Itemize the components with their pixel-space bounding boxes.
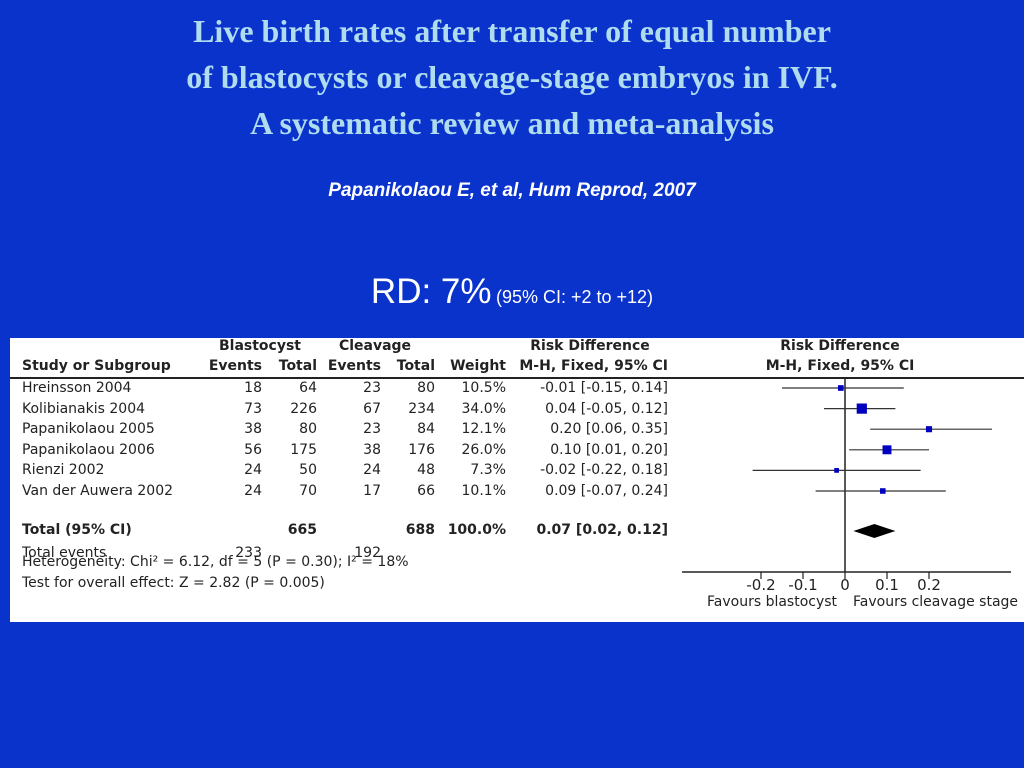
blastocyst-events-cell: 38: [244, 421, 262, 438]
study-name-cell: Papanikolaou 2005: [22, 421, 155, 438]
cleavage-total-cell: 48: [417, 462, 435, 479]
forest-plot: -0.2 -0.1 0 0.1 0.2: [682, 378, 1011, 594]
rd-ci: (95% CI: +2 to +12): [495, 287, 654, 307]
risk-difference-ci-cell: 0.09 [-0.07, 0.24]: [545, 483, 668, 499]
blastocyst-events-cell: 56: [244, 441, 262, 458]
column-header-cleavage-events: Events: [327, 358, 381, 374]
study-marker: [837, 385, 844, 391]
risk-difference-ci-cell: -0.02 [-0.22, 0.18]: [540, 462, 668, 479]
blastocyst-events-cell: 73: [244, 400, 262, 417]
x-tick-label: 0.2: [917, 576, 941, 594]
risk-difference-ci-cell: 0.20 [0.06, 0.35]: [550, 421, 668, 438]
weight-cell: 7.3%: [470, 462, 506, 479]
total-weight: 100.0%: [447, 522, 506, 538]
cleavage-total-cell: 84: [417, 421, 435, 438]
total-blastocyst-total: 665: [287, 522, 317, 538]
study-marker: [880, 488, 886, 494]
rd-value: RD: 7%: [370, 272, 492, 311]
total-study-name: Total (95% CI): [22, 522, 132, 538]
header-divider: [10, 377, 1024, 379]
cleavage-events-cell: 17: [363, 483, 381, 499]
pooled-diamond: [853, 524, 896, 538]
total-events-cleavage-events: 192: [354, 545, 381, 561]
blastocyst-events-cell: 24: [244, 483, 262, 499]
study-marker: [834, 468, 839, 473]
slide-title: Live birth rates after transfer of equal…: [0, 8, 1024, 146]
x-tick-label: -0.1: [788, 576, 817, 594]
title-line-2: of blastocysts or cleavage-stage embryos…: [186, 59, 838, 95]
column-header-blastocyst-total: Total: [278, 358, 317, 374]
x-tick-label: 0: [840, 576, 850, 594]
column-header-study-name: Study or Subgroup: [22, 358, 171, 374]
risk-difference-ci-cell: -0.01 [-0.15, 0.14]: [540, 380, 668, 396]
total-risk-difference-ci: 0.07 [0.02, 0.12]: [536, 522, 669, 538]
total-events-blastocyst-events: 233: [235, 545, 262, 561]
cleavage-events-cell: 23: [363, 421, 381, 438]
favours-blastocyst-label: Favours blastocyst: [707, 594, 838, 610]
blastocyst-events-cell: 24: [244, 462, 262, 479]
header-risk-difference: Risk Difference: [530, 338, 650, 354]
risk-difference-ci-cell: 0.10 [0.01, 0.20]: [550, 441, 668, 458]
header-blastocyst: Blastocyst: [218, 338, 301, 354]
weight-cell: 34.0%: [461, 400, 506, 417]
study-marker: [882, 445, 892, 455]
overall-effect-text: Test for overall effect: Z = 2.82 (P = 0…: [22, 575, 325, 591]
weight-cell: 12.1%: [461, 421, 506, 438]
favours-cleavage-label: Favours cleavage stage: [853, 594, 1019, 610]
title-line-1: Live birth rates after transfer of equal…: [193, 13, 831, 49]
risk-difference-ci-cell: 0.04 [-0.05, 0.12]: [545, 400, 668, 417]
study-name-cell: Rienzi 2002: [22, 462, 105, 479]
study-name-cell: Kolibianakis 2004: [22, 400, 146, 417]
header-cleavage: Cleavage: [338, 338, 412, 354]
cleavage-events-cell: 23: [363, 380, 381, 396]
forest-plot-panel: Blastocyst Cleavage Risk Difference Risk…: [10, 338, 1024, 622]
blastocyst-total-cell: 175: [290, 441, 317, 458]
blastocyst-total-cell: 226: [290, 400, 317, 417]
blastocyst-total-cell: 50: [299, 462, 317, 479]
cleavage-events-cell: 24: [363, 462, 381, 479]
study-marker: [925, 426, 933, 433]
plot-subtitle: M-H, Fixed, 95% CI: [765, 358, 915, 374]
weight-cell: 10.5%: [461, 380, 506, 396]
column-header-cleavage-total: Total: [396, 358, 435, 374]
weight-cell: 10.1%: [461, 483, 506, 499]
column-header-blastocyst-events: Events: [208, 358, 262, 374]
weight-cell: 26.0%: [461, 441, 506, 458]
study-marker: [856, 403, 867, 414]
column-header-risk-difference-ci: M-H, Fixed, 95% CI: [519, 358, 668, 374]
total-events-study-name: Total events: [22, 545, 107, 561]
cleavage-events-cell: 38: [363, 441, 381, 458]
cleavage-events-cell: 67: [363, 400, 381, 417]
heterogeneity-text: Heterogeneity: Chi² = 6.12, df = 5 (P = …: [22, 554, 409, 570]
plot-title: Risk Difference: [780, 338, 900, 354]
blastocyst-total-cell: 64: [299, 380, 317, 396]
blastocyst-total-cell: 70: [299, 483, 317, 499]
cleavage-total-cell: 234: [408, 400, 435, 417]
citation: Papanikolaou E, et al, Hum Reprod, 2007: [328, 180, 696, 201]
study-name-cell: Van der Auwera 2002: [22, 483, 174, 499]
blastocyst-total-cell: 80: [299, 421, 317, 438]
study-name-cell: Hreinsson 2004: [22, 380, 132, 396]
x-tick-label: 0.1: [875, 576, 899, 594]
title-line-3: A systematic review and meta-analysis: [250, 105, 774, 141]
column-header-weight: Weight: [450, 358, 506, 374]
risk-difference-summary: RD: 7% (95% CI: +2 to +12): [0, 272, 1024, 312]
study-name-cell: Papanikolaou 2006: [22, 441, 155, 458]
x-tick-label: -0.2: [746, 576, 775, 594]
cleavage-total-cell: 66: [417, 483, 435, 499]
blastocyst-events-cell: 18: [244, 380, 262, 396]
cleavage-total-cell: 176: [408, 441, 435, 458]
cleavage-total-cell: 80: [417, 380, 435, 396]
total-cleavage-total: 688: [405, 522, 435, 538]
